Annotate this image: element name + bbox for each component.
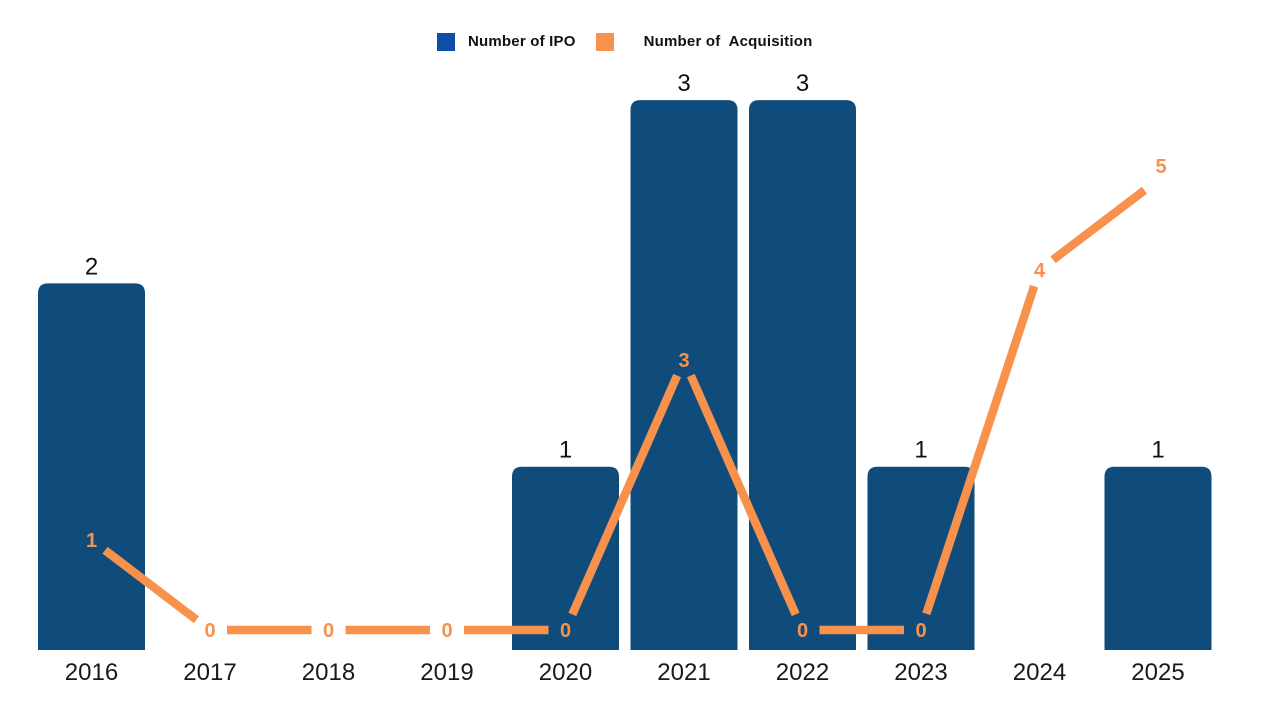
x-axis-label-2021: 2021 — [657, 659, 710, 686]
bar-2025 — [1104, 466, 1212, 650]
line-point-label-2021: 3 — [678, 350, 689, 372]
bar-value-label-2021: 3 — [677, 70, 690, 97]
x-axis-label-2023: 2023 — [894, 659, 947, 686]
line-segment-2023-2024 — [922, 284, 1039, 616]
line-segment-2024-2025 — [1050, 186, 1148, 264]
x-axis-label-2025: 2025 — [1131, 659, 1184, 686]
line-point-label-2020: 0 — [560, 620, 571, 642]
bar-2023 — [867, 466, 975, 650]
bar-value-label-2016: 2 — [85, 253, 98, 280]
line-point-label-2017: 0 — [204, 620, 215, 642]
x-axis-label-2017: 2017 — [183, 659, 236, 686]
bar-2021 — [630, 100, 738, 651]
line-point-label-2023: 0 — [915, 620, 926, 642]
bar-value-label-2025: 1 — [1151, 437, 1164, 464]
bar-value-label-2020: 1 — [559, 437, 572, 464]
x-axis-label-2018: 2018 — [302, 659, 355, 686]
legend-label-acquisition: Number of Acquisition — [643, 33, 813, 50]
legend-swatch-ipo — [437, 33, 455, 51]
line-segment-2016-2017 — [102, 546, 200, 624]
bar-2016 — [38, 283, 145, 650]
line-segment-2020-2021 — [568, 373, 682, 617]
line-point-label-2022: 0 — [797, 620, 808, 642]
line-point-label-2025: 5 — [1155, 156, 1166, 178]
x-axis-label-2022: 2022 — [776, 659, 829, 686]
x-axis-label-2020: 2020 — [539, 659, 592, 686]
legend-label-ipo: Number of IPO — [468, 33, 576, 50]
line-segment-2021-2022 — [686, 373, 800, 617]
bar-2022 — [749, 100, 856, 651]
bar-value-label-2022: 3 — [796, 70, 809, 97]
line-point-label-2019: 0 — [441, 620, 452, 642]
line-point-label-2016: 1 — [86, 530, 97, 552]
bar-2020 — [512, 466, 619, 650]
legend-swatch-acquisition — [595, 33, 614, 51]
x-axis-label-2024: 2024 — [1013, 659, 1066, 686]
chart-legend: Number of IPO Number of Acquisition — [437, 33, 812, 51]
line-point-label-2018: 0 — [323, 620, 334, 642]
bar-value-label-2023: 1 — [914, 437, 927, 464]
x-axis-label-2019: 2019 — [420, 659, 473, 686]
line-point-label-2024: 4 — [1034, 260, 1046, 282]
x-axis-label-2016: 2016 — [65, 659, 118, 686]
